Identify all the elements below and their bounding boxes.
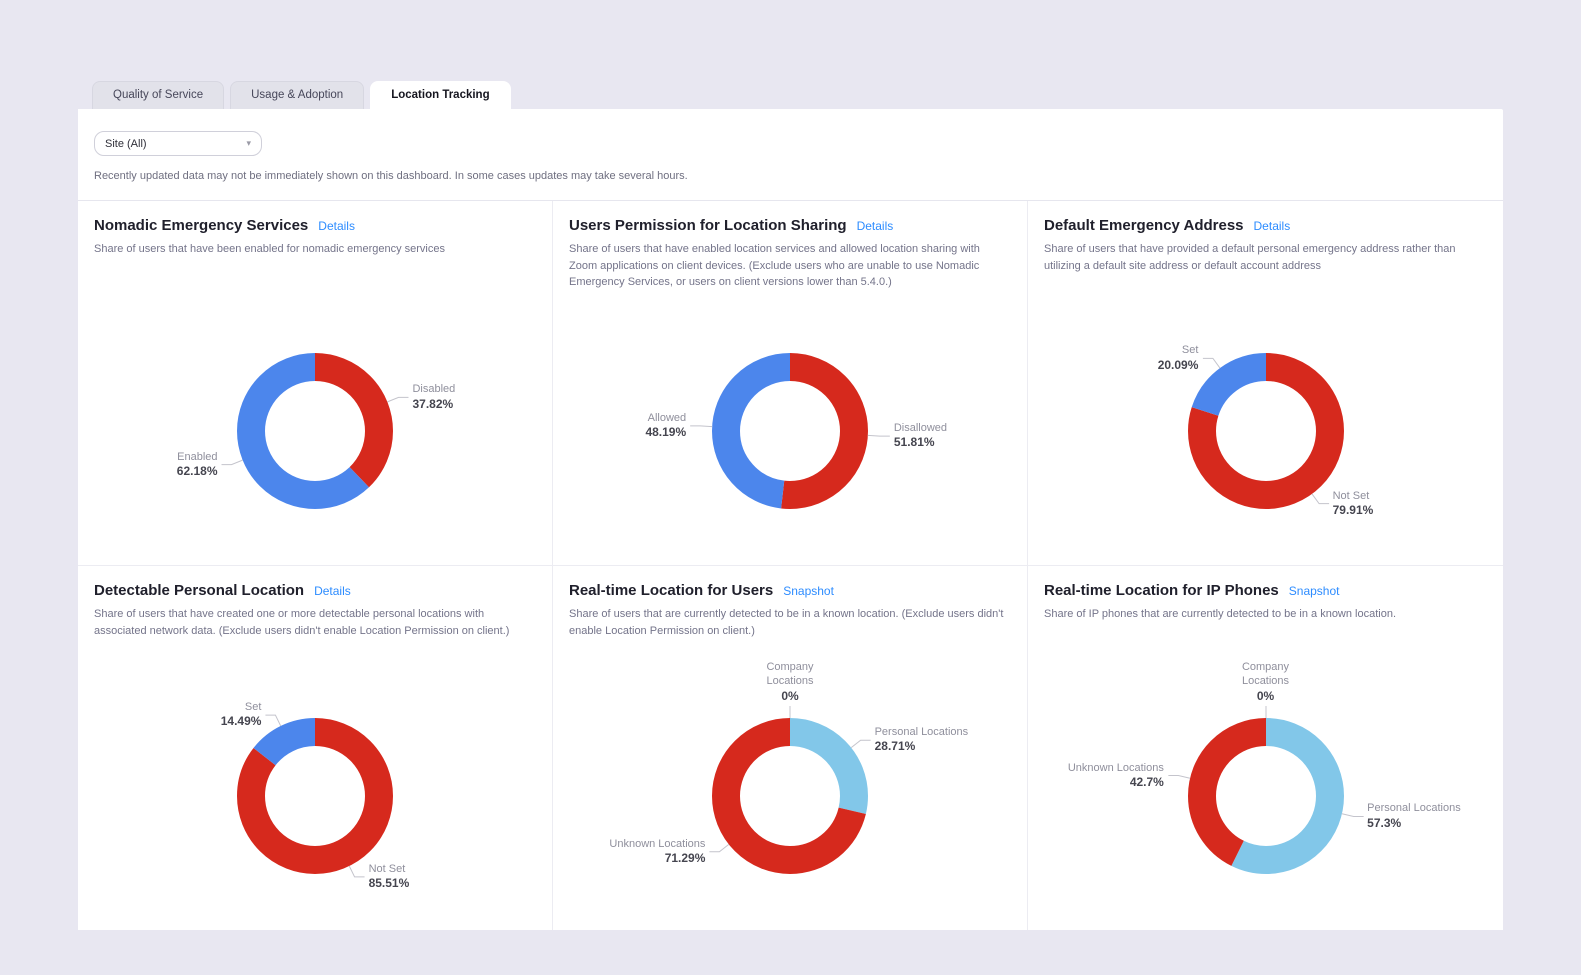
cards-grid: Nomadic Emergency Services Details Share… — [78, 200, 1503, 930]
tabs-bar: Quality of Service Usage & Adoption Loca… — [78, 81, 1503, 109]
card-header: Nomadic Emergency Services Details — [94, 217, 536, 234]
card-header: Default Emergency Address Details — [1044, 217, 1487, 234]
site-filter-select[interactable]: Site (All) ▾ — [94, 131, 262, 156]
card-title: Default Emergency Address — [1044, 217, 1244, 234]
snapshot-link[interactable]: Snapshot — [1288, 584, 1340, 598]
card-description: Share of users that have been enabled fo… — [94, 243, 445, 255]
card-default-emergency-address: Default Emergency Address Details Share … — [1028, 201, 1503, 566]
site-filter-value: Site (All) — [105, 137, 147, 150]
details-link[interactable]: Details — [856, 219, 894, 233]
tab-quality-of-service[interactable]: Quality of Service — [92, 81, 225, 109]
card-header: Users Permission for Location Sharing De… — [569, 217, 1011, 234]
snapshot-link[interactable]: Snapshot — [783, 584, 834, 598]
card-title: Real-time Location for Users — [569, 582, 774, 599]
card-description: Share of users that have enabled locatio… — [569, 243, 980, 288]
card-detectable-personal-location: Detectable Personal Location Details Sha… — [78, 566, 553, 930]
card-nomadic-emergency-services: Nomadic Emergency Services Details Share… — [78, 201, 553, 566]
filter-bar: Site (All) ▾ — [78, 109, 1503, 168]
donut-chart: Not Set 79.91% Set 20.09% — [1046, 297, 1486, 555]
card-header: Detectable Personal Location Details — [94, 582, 536, 599]
card-description: Share of users that are currently detect… — [569, 608, 1004, 637]
donut-chart: Company Locations 0% Personal Locations 57.… — [1046, 661, 1486, 920]
card-description: Share of IP phones that are currently de… — [1044, 608, 1397, 620]
card-title: Real-time Location for IP Phones — [1044, 582, 1279, 599]
card-title: Detectable Personal Location — [94, 582, 305, 599]
card-title: Users Permission for Location Sharing — [569, 217, 847, 234]
card-description: Share of users that have created one or … — [94, 608, 510, 637]
card-users-permission-location-sharing: Users Permission for Location Sharing De… — [553, 201, 1028, 566]
card-header: Real-time Location for Users Snapshot — [569, 582, 1011, 599]
donut-chart: Company Locations 0% Personal Locations 28.… — [570, 661, 1010, 920]
tab-usage-adoption[interactable]: Usage & Adoption — [230, 81, 365, 109]
notice-text: Recently updated data may not be immedia… — [94, 170, 688, 182]
card-realtime-location-ip-phones: Real-time Location for IP Phones Snapsho… — [1028, 566, 1503, 930]
card-realtime-location-users: Real-time Location for Users Snapshot Sh… — [553, 566, 1028, 930]
dashboard-page: Quality of Service Usage & Adoption Loca… — [78, 0, 1503, 975]
donut-chart: Disallowed 51.81% Allowed 48.19% — [570, 297, 1010, 555]
card-header: Real-time Location for IP Phones Snapsho… — [1044, 582, 1487, 599]
donut-chart: Not Set 85.51% Set 14.49% — [95, 662, 535, 920]
details-link[interactable]: Details — [314, 584, 351, 598]
chevron-down-icon: ▾ — [246, 138, 251, 148]
details-link[interactable]: Details — [1253, 219, 1291, 233]
dashboard-panel: Site (All) ▾ Recently updated data may n… — [78, 109, 1503, 930]
donut-chart: Disabled 37.82% Enabled 62.18% — [95, 297, 535, 555]
tab-location-tracking[interactable]: Location Tracking — [370, 81, 511, 109]
card-title: Nomadic Emergency Services — [94, 217, 309, 234]
card-description: Share of users that have provided a defa… — [1044, 243, 1456, 272]
details-link[interactable]: Details — [318, 219, 355, 233]
